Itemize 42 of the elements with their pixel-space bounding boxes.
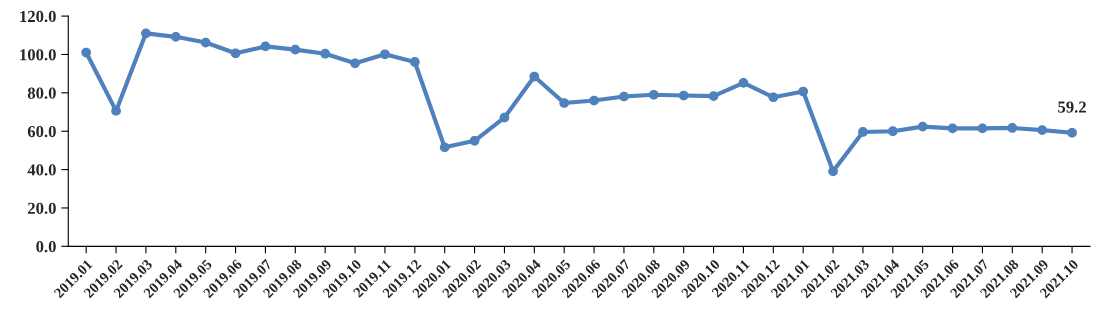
point: [678, 90, 689, 101]
point: [439, 142, 450, 153]
point: [708, 91, 719, 101]
point: [170, 31, 181, 42]
y-tick-label: 20.0: [27, 202, 56, 214]
point: [409, 57, 420, 67]
point: [260, 41, 271, 52]
point: [469, 135, 480, 146]
point: [499, 112, 510, 123]
point: [1037, 125, 1048, 135]
data-label: 59.2: [1058, 101, 1086, 113]
point: [559, 98, 570, 108]
point: [141, 28, 151, 39]
point: [200, 37, 211, 48]
point: [977, 123, 988, 134]
point: [529, 71, 540, 82]
point: [738, 78, 749, 88]
y-tick-label: 120.0: [20, 10, 56, 23]
y-tick-label: 60.0: [27, 125, 56, 138]
y-tick-label: 40.0: [27, 164, 56, 176]
point: [290, 44, 301, 55]
point: [1007, 123, 1018, 133]
point: [619, 91, 629, 102]
point: [589, 95, 599, 106]
point: [350, 58, 360, 69]
y-tick-label: 100.0: [20, 49, 56, 61]
point: [768, 92, 779, 103]
point: [858, 127, 868, 137]
point: [230, 48, 241, 59]
point: [947, 123, 958, 134]
y-tick-label: 0.0: [36, 241, 56, 253]
point: [887, 126, 898, 137]
point: [320, 48, 331, 59]
point: [828, 166, 838, 177]
point: [917, 121, 928, 132]
point: [1067, 127, 1077, 138]
point: [648, 89, 659, 100]
y-tick-label: 80.0: [27, 87, 56, 99]
point: [111, 106, 121, 116]
point: [81, 47, 92, 58]
point: [380, 49, 390, 60]
point: [798, 86, 809, 97]
